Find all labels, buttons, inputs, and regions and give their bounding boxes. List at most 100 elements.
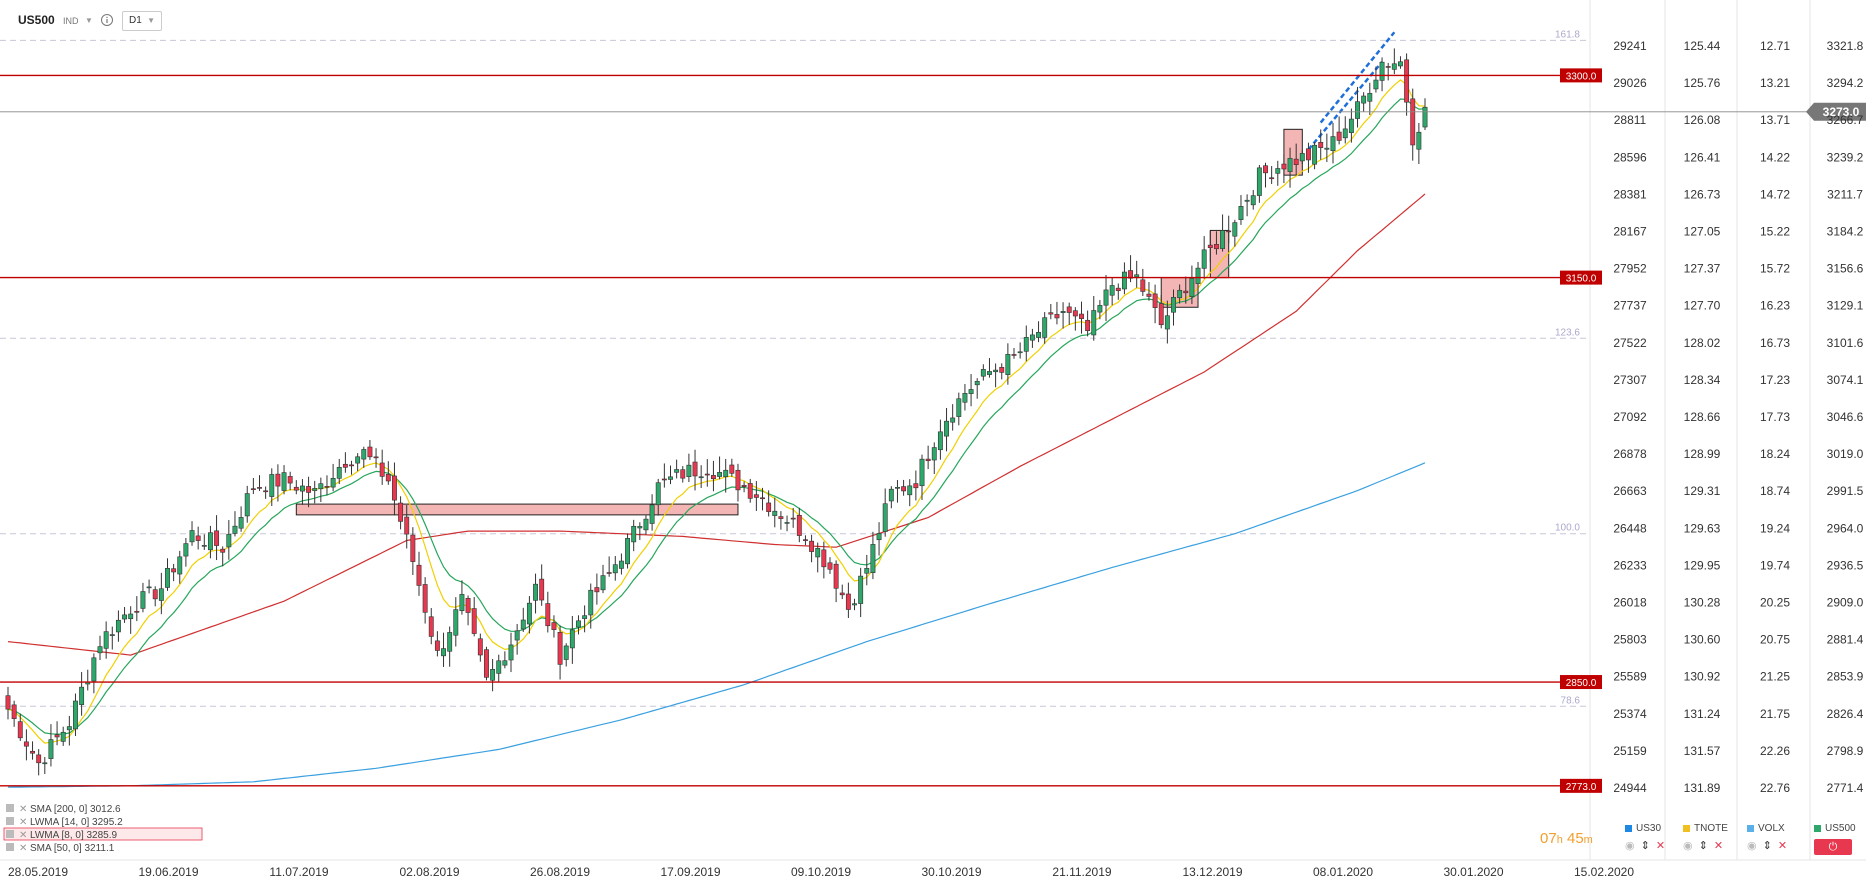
instrument-label: US500: [1825, 823, 1856, 834]
candle-body: [5, 695, 11, 710]
candle-body: [809, 540, 815, 552]
candle-body: [974, 381, 980, 386]
lwma8-line: [7, 79, 1426, 744]
candle-body: [1410, 98, 1416, 146]
axis-tick-label: 13.21: [1760, 76, 1790, 90]
axis-tick-label: 15.22: [1760, 225, 1790, 239]
candle-body: [330, 477, 336, 488]
date-tick-label: 02.08.2019: [399, 865, 459, 879]
candle-body: [1103, 289, 1109, 306]
candle-body: [1373, 79, 1379, 90]
close-icon[interactable]: ✕: [1713, 840, 1724, 852]
instrument-item-us30[interactable]: US30: [1625, 823, 1661, 834]
candle-body: [189, 530, 195, 543]
chevron-down-icon[interactable]: ▼: [85, 16, 93, 25]
candle-body: [680, 469, 686, 479]
candle-body: [441, 648, 446, 657]
candle-body: [839, 592, 845, 596]
moving-averages: [7, 31, 1426, 788]
axis-tick-label: 26663: [1613, 484, 1647, 498]
candle-body: [1385, 66, 1391, 68]
close-icon[interactable]: ✕: [1655, 840, 1666, 852]
candle-body: [649, 504, 655, 524]
horizontal-levels[interactable]: 3300.0 3150.0 2850.0 2773.0 3273.0: [0, 68, 1866, 793]
candle-body: [1183, 290, 1189, 294]
candle-body: [563, 645, 569, 660]
sort-icon[interactable]: ⇕: [1762, 840, 1772, 852]
date-tick-label: 30.01.2020: [1443, 865, 1503, 879]
fib-level-label: 123.6: [1555, 327, 1580, 338]
axis-tick-label: 3129.1: [1827, 299, 1864, 313]
axis-tick-label: 126.73: [1684, 187, 1721, 201]
date-tick-label: 17.09.2019: [660, 865, 720, 879]
candle-body: [913, 483, 919, 489]
eye-icon[interactable]: ◉: [1625, 840, 1635, 852]
candle-body: [66, 726, 72, 731]
candle-body: [1023, 337, 1029, 352]
candle-body: [146, 586, 152, 589]
candle-body: [864, 568, 870, 574]
axis-tick-label: 128.99: [1684, 447, 1721, 461]
candle-body: [36, 754, 42, 764]
instrument-item-tnote[interactable]: TNOTE: [1683, 823, 1728, 834]
axis-tick-label: 26878: [1613, 447, 1647, 461]
candle-body: [717, 472, 723, 477]
axis-tick-label: 22.76: [1760, 781, 1790, 795]
candle-body: [698, 476, 704, 479]
axis-tick-label: 21.75: [1760, 707, 1790, 721]
instrument-color-swatch: [1814, 824, 1821, 832]
candle-body: [355, 456, 361, 464]
indicator-legend[interactable]: ✕ SMA [200, 0] 3012.6✕ LWMA [14, 0] 3295.2…: [3, 804, 203, 854]
close-icon[interactable]: ✕: [1777, 840, 1788, 852]
axis-tick-label: 21.25: [1760, 670, 1790, 684]
grid: [0, 0, 1866, 861]
supply-demand-zone: [1283, 128, 1303, 176]
candle-body: [404, 516, 410, 535]
timeframe-select[interactable]: D1 ▼: [122, 11, 162, 31]
instrument-item-us500[interactable]: US500: [1814, 823, 1856, 834]
candle-body: [692, 461, 698, 477]
candle-body: [1293, 158, 1299, 165]
axis-tick-label: 28596: [1613, 150, 1647, 164]
candle-body: [766, 502, 772, 512]
candle-body: [1189, 278, 1195, 297]
eye-icon[interactable]: ◉: [1747, 840, 1757, 852]
power-icon[interactable]: ⏻: [1814, 839, 1852, 855]
sort-icon[interactable]: ⇕: [1698, 840, 1708, 852]
candle-body: [882, 503, 888, 532]
supply-demand-zone: [295, 503, 739, 516]
candle-body: [281, 472, 287, 491]
candle-body: [1220, 230, 1226, 249]
candle-body: [220, 548, 226, 553]
candle-body: [520, 619, 526, 630]
candle-body: [710, 475, 716, 480]
candle-body: [993, 369, 999, 373]
candle-body: [1158, 303, 1164, 326]
candle-body: [293, 486, 299, 491]
axis-tick-label: 125.44: [1684, 39, 1721, 53]
indicator-menu[interactable]: IND: [63, 16, 79, 26]
remove-indicator-icon: ✕: [19, 830, 27, 841]
candle-body: [23, 741, 29, 747]
info-icon[interactable]: [100, 13, 114, 27]
axis-tick-label: 27952: [1613, 262, 1647, 276]
candle-body: [888, 488, 894, 502]
eye-icon[interactable]: ◉: [1683, 840, 1693, 852]
axis-tick-label: 126.41: [1684, 150, 1721, 164]
candle-body: [484, 649, 489, 678]
candle-body: [901, 486, 907, 492]
axis-tick-label: 26448: [1613, 521, 1647, 535]
sort-icon[interactable]: ⇕: [1640, 840, 1650, 852]
candle-body: [588, 589, 594, 616]
candle-body: [858, 575, 864, 604]
instrument-color-swatch: [1683, 824, 1690, 832]
symbol-label[interactable]: US500: [18, 13, 55, 27]
candle-body: [931, 447, 937, 461]
instrument-controls: ⏻: [1814, 839, 1852, 855]
price-axes: 29241 29026 28811 28596 28381 28167 27952 27737…: [1613, 39, 1863, 795]
candle-body: [392, 475, 397, 501]
instrument-item-volx[interactable]: VOLX: [1747, 823, 1785, 834]
candle-body: [778, 516, 784, 519]
candle-countdown: 07h 45m: [1540, 830, 1593, 847]
